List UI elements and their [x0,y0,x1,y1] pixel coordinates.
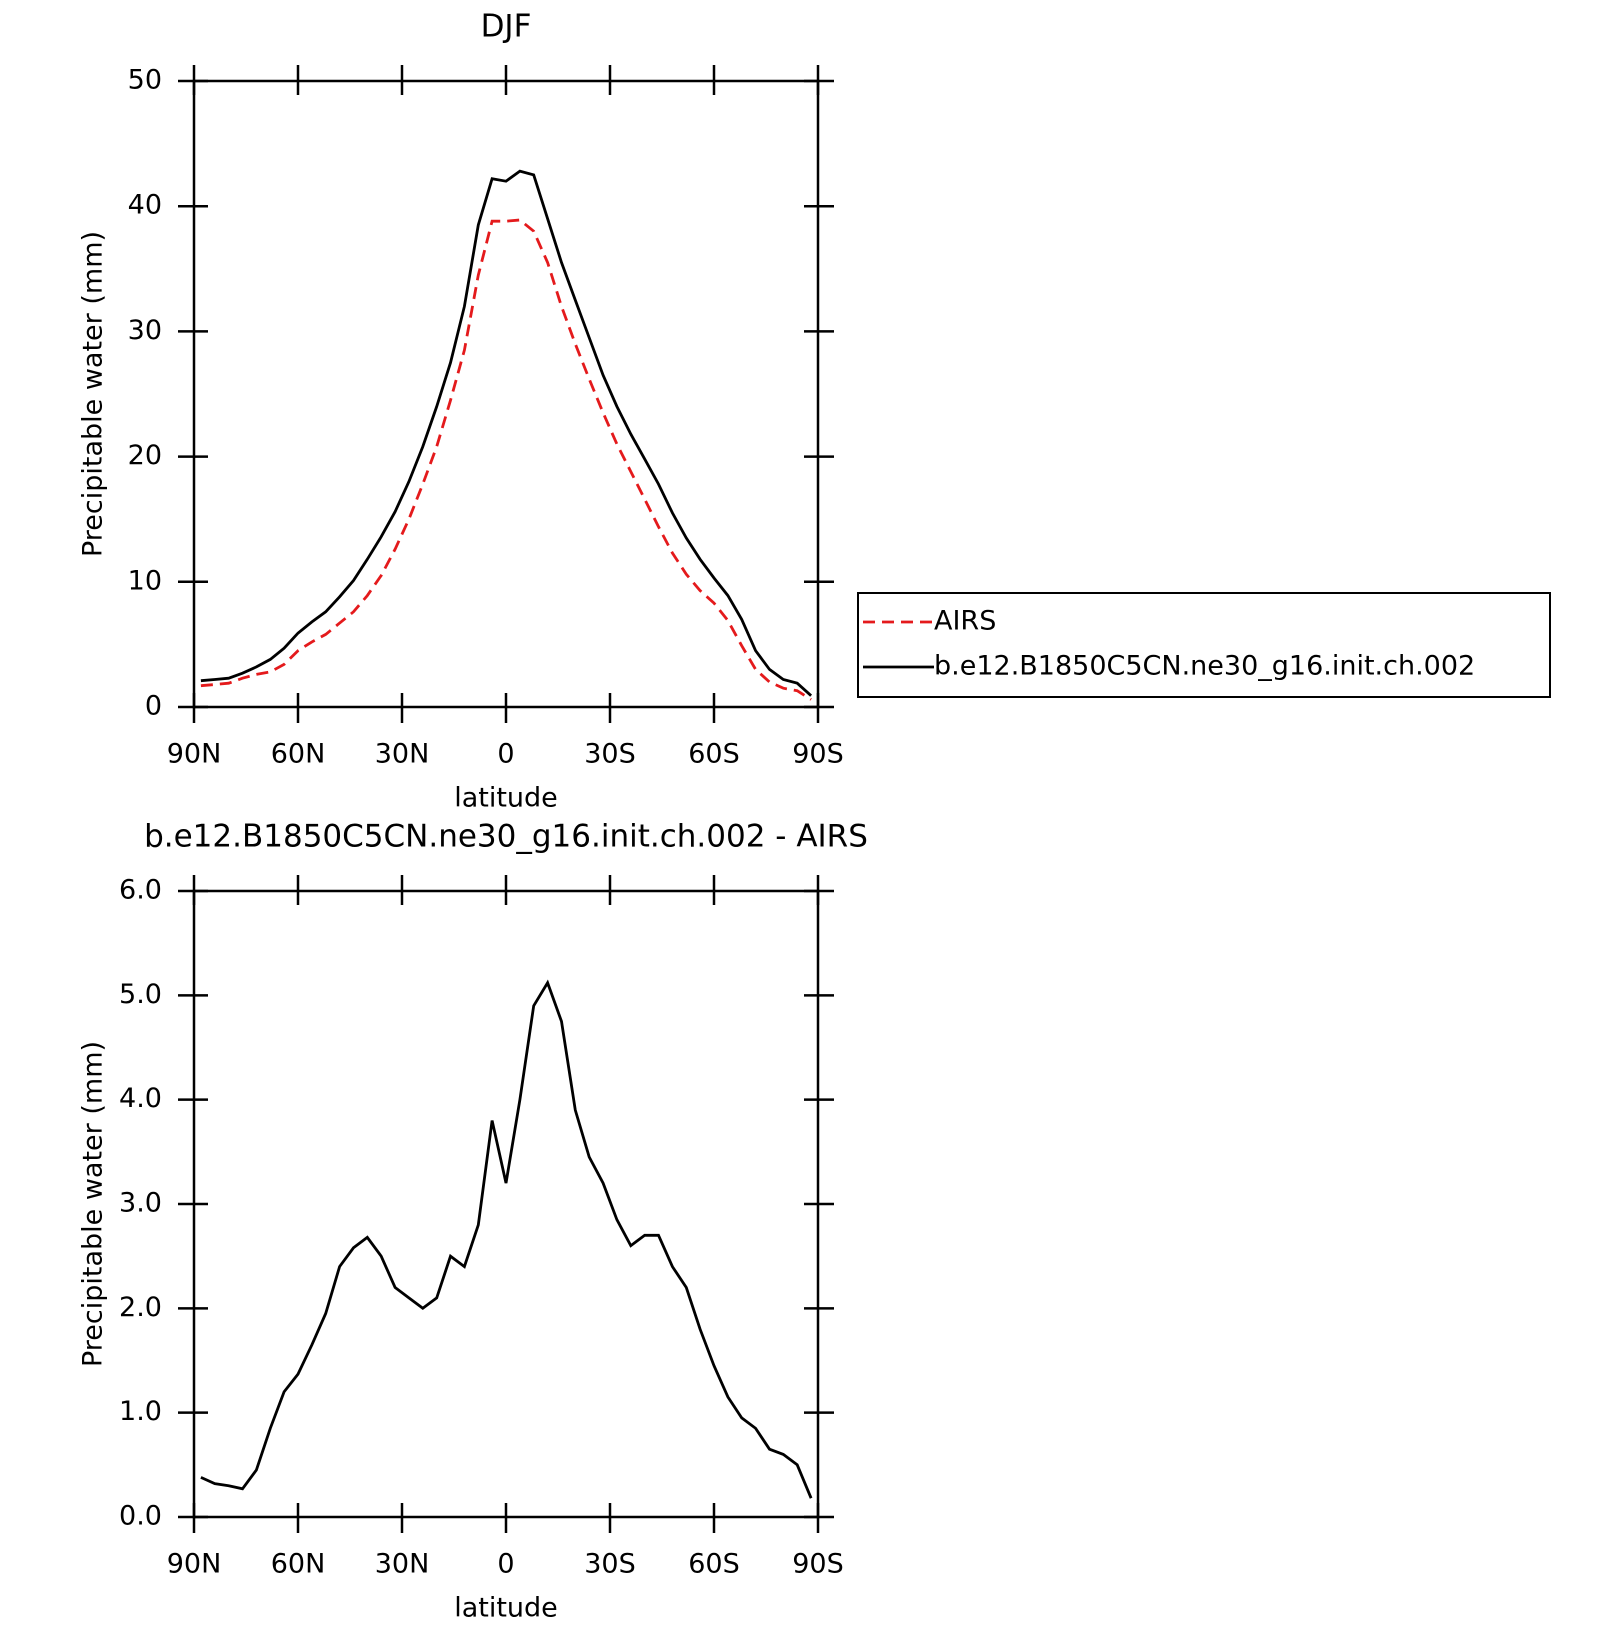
x-tick-label: 60S [688,739,740,770]
chart: b.e12.B1850C5CN.ne30_g16.init.ch.002 - A… [78,819,868,1624]
y-axis-label: Precipitable water (mm) [78,1041,109,1367]
x-tick-label: 30N [375,739,430,770]
data-line [200,979,813,1499]
x-tick-label: 30S [584,1549,636,1580]
legend-label: AIRS [934,606,996,637]
chart-title: DJF [481,9,532,45]
data-line [200,218,812,701]
x-axis-label: latitude [454,1593,558,1624]
x-tick-label: 0 [497,1549,514,1580]
y-tick-label: 5.0 [119,979,162,1010]
chart: DJF latitude Precipitable water (mm) 0 10 20 3… [78,9,1551,814]
y-tick-label: 4.0 [119,1083,162,1114]
y-tick-label: 30 [128,315,162,346]
plot-frame [192,79,820,709]
x-tick-label: 0 [497,739,514,770]
y-tick-label: 2.0 [119,1292,162,1323]
x-tick-label: 30S [584,739,636,770]
legend-box [857,592,1551,698]
x-tick-label: 30N [375,1549,430,1580]
plot-frame [192,889,820,1519]
x-tick-label: 60N [271,1549,326,1580]
x-tick-label: 90N [167,739,222,770]
x-tick-label: 90N [167,1549,222,1580]
x-axis-label: latitude [454,783,558,814]
x-tick-label: 90S [792,1549,844,1580]
legend-label: b.e12.B1850C5CN.ne30_g16.init.ch.002 [934,651,1475,682]
data-line [200,169,813,697]
x-tick-label: 90S [792,739,844,770]
y-tick-label: 3.0 [119,1188,162,1219]
y-tick-label: 6.0 [119,875,162,906]
y-tick-label: 40 [128,190,162,221]
chart-title: b.e12.B1850C5CN.ne30_g16.init.ch.002 - A… [144,819,868,855]
y-tick-label: 50 [128,65,162,96]
x-tick-label: 60N [271,739,326,770]
y-tick-label: 1.0 [119,1396,162,1427]
y-tick-label: 0 [145,691,162,722]
y-tick-label: 0.0 [119,1501,162,1532]
y-tick-label: 20 [128,440,162,471]
y-axis-label: Precipitable water (mm) [78,231,109,557]
y-tick-label: 10 [128,565,162,596]
x-tick-label: 60S [688,1549,740,1580]
